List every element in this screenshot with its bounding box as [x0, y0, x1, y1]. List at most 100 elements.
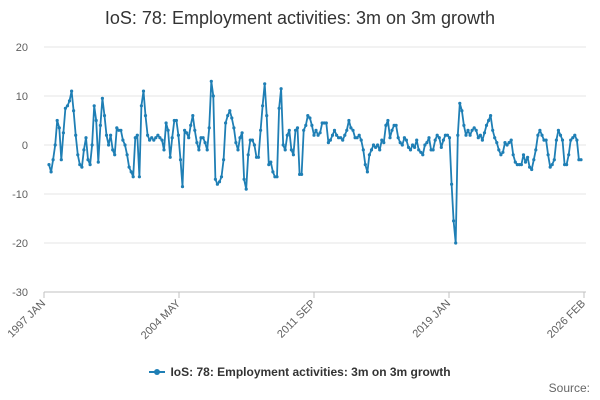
- data-point: [300, 172, 304, 176]
- data-point: [419, 150, 423, 154]
- data-point: [250, 138, 254, 142]
- data-point: [556, 128, 561, 132]
- data-point: [148, 138, 152, 142]
- data-point: [88, 163, 92, 167]
- data-point: [139, 104, 143, 108]
- data-point: [343, 133, 347, 137]
- data-point: [439, 145, 443, 149]
- data-point: [548, 165, 552, 169]
- data-point: [445, 133, 450, 137]
- data-point: [511, 153, 515, 157]
- data-point: [415, 138, 419, 142]
- data-point: [240, 131, 244, 135]
- legend-dot-swatch: [154, 369, 161, 375]
- grid-lines: [44, 46, 586, 293]
- data-point: [178, 158, 183, 162]
- data-point: [314, 128, 318, 132]
- data-point: [349, 126, 353, 130]
- data-point: [137, 175, 141, 179]
- data-point: [324, 121, 328, 125]
- data-point: [252, 143, 256, 147]
- data-point: [441, 138, 445, 142]
- data-point: [427, 136, 431, 140]
- data-point: [571, 136, 575, 140]
- data-point: [265, 114, 269, 118]
- data-point: [345, 128, 349, 132]
- data-point: [437, 136, 441, 140]
- data-point: [168, 155, 172, 159]
- data-point: [92, 104, 96, 108]
- data-point: [497, 148, 501, 152]
- y-tick-label: -10: [12, 189, 28, 201]
- data-point: [558, 133, 563, 137]
- data-point: [205, 148, 209, 152]
- data-point: [90, 143, 94, 147]
- data-point: [528, 165, 532, 169]
- data-point: [384, 123, 388, 127]
- data-point: [143, 114, 148, 118]
- data-point: [209, 79, 213, 83]
- data-point: [129, 170, 133, 174]
- data-point: [246, 153, 250, 157]
- data-point: [476, 136, 480, 140]
- data-point: [450, 182, 454, 186]
- data-point: [191, 114, 195, 118]
- data-point: [215, 182, 219, 186]
- data-point: [222, 158, 226, 162]
- data-point: [61, 131, 65, 135]
- data-point: [57, 126, 61, 130]
- data-point: [121, 138, 125, 142]
- data-point: [532, 158, 536, 162]
- data-point: [411, 143, 415, 147]
- data-point: [347, 118, 351, 123]
- series-group: [47, 79, 583, 245]
- data-point: [367, 153, 371, 157]
- data-point: [98, 123, 102, 127]
- data-point: [51, 158, 55, 162]
- data-point: [470, 128, 474, 132]
- data-point: [351, 128, 355, 132]
- data-point: [65, 104, 70, 108]
- data-point: [530, 167, 534, 172]
- data-point: [302, 128, 306, 132]
- data-point: [413, 145, 417, 149]
- data-point: [146, 133, 150, 137]
- data-point: [236, 148, 240, 152]
- y-tick-label: -20: [12, 238, 28, 250]
- data-point: [310, 123, 314, 127]
- data-point: [567, 153, 571, 157]
- data-point: [361, 148, 365, 152]
- data-point: [382, 141, 386, 145]
- data-point: [402, 136, 406, 140]
- data-point: [119, 128, 123, 132]
- data-point: [339, 136, 343, 140]
- y-tick-label: 0: [22, 140, 28, 152]
- y-tick-label: 10: [16, 91, 28, 103]
- data-point: [53, 143, 57, 147]
- data-point: [67, 99, 72, 103]
- data-point: [154, 136, 158, 140]
- data-point: [357, 133, 361, 137]
- data-point: [560, 138, 565, 142]
- data-point: [287, 128, 291, 132]
- data-point: [554, 138, 559, 142]
- data-point: [417, 148, 421, 152]
- legend[interactable]: IoS: 78: Employment activities: 3m on 3m…: [0, 365, 600, 379]
- data-point: [480, 138, 484, 142]
- data-point: [534, 148, 538, 152]
- data-point: [63, 106, 67, 110]
- data-point: [217, 180, 222, 184]
- data-point: [176, 133, 180, 137]
- data-point: [180, 185, 185, 189]
- data-point: [277, 106, 281, 110]
- data-point: [174, 118, 178, 123]
- data-point: [335, 133, 339, 137]
- data-point: [421, 153, 425, 157]
- data-point: [141, 89, 146, 93]
- data-point: [76, 153, 80, 157]
- data-point: [49, 170, 53, 174]
- legend-marker: [149, 367, 166, 377]
- data-point: [330, 133, 335, 137]
- data-point: [55, 118, 59, 123]
- data-point: [540, 133, 544, 137]
